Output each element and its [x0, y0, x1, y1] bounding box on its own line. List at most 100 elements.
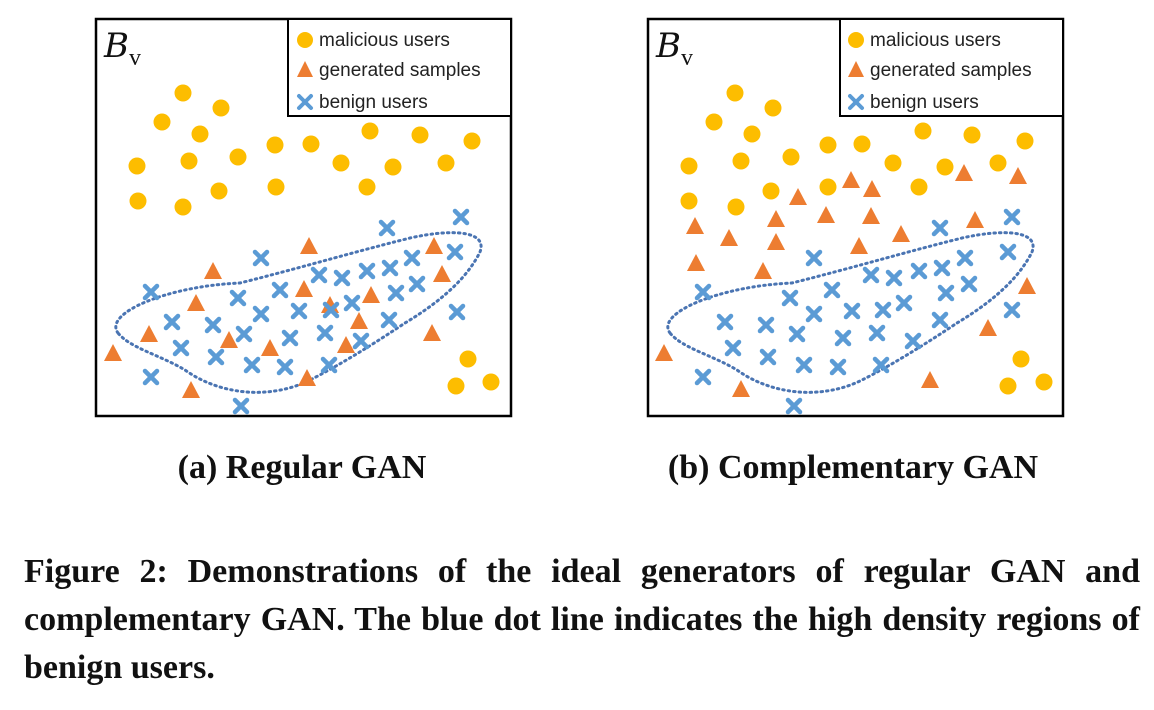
generated-sample-point — [140, 325, 158, 342]
malicious-user-point — [726, 84, 744, 102]
malicious-user-point — [819, 178, 837, 196]
panel-a-legend: malicious users generated samples benign… — [287, 18, 512, 117]
generated-sample-point — [350, 312, 368, 329]
benign-user-point — [403, 249, 421, 267]
malicious-user-point — [1035, 373, 1053, 391]
benign-user-point — [142, 283, 160, 301]
generated-sample-point — [732, 380, 750, 397]
generated-sample-point — [850, 237, 868, 254]
benign-user-point — [895, 294, 913, 312]
generated-sample-point — [789, 188, 807, 205]
benign-user-point — [358, 262, 376, 280]
benign-user-point — [937, 284, 955, 302]
malicious-user-point — [727, 198, 745, 216]
generated-sample-point — [862, 207, 880, 224]
generated-sample-point — [817, 206, 835, 223]
malicious-user-point — [411, 126, 429, 144]
benign-user-point — [694, 283, 712, 301]
legend-generated-label: generated samples — [870, 60, 1032, 81]
malicious-user-point — [764, 99, 782, 117]
benign-user-point — [333, 269, 351, 287]
generated-sample-point — [220, 331, 238, 348]
generated-sample-point — [362, 286, 380, 303]
benign-user-point — [352, 332, 370, 350]
legend-generated-label: generated samples — [319, 60, 481, 81]
legend-malicious-icon — [848, 32, 864, 48]
malicious-user-point — [129, 192, 147, 210]
generated-sample-point — [686, 217, 704, 234]
benign-user-point — [381, 259, 399, 277]
generated-sample-point — [767, 210, 785, 227]
generated-sample-point — [298, 369, 316, 386]
generated-sample-point — [425, 237, 443, 254]
generated-sample-point — [187, 294, 205, 311]
legend-benign-icon — [848, 94, 864, 110]
malicious-user-point — [853, 135, 871, 153]
malicious-user-point — [267, 178, 285, 196]
panel-a-points — [104, 84, 500, 415]
benign-user-point — [781, 289, 799, 307]
benign-user-point — [724, 339, 742, 357]
malicious-user-point — [782, 148, 800, 166]
malicious-user-point — [174, 198, 192, 216]
benign-user-point — [785, 397, 803, 415]
benign-user-point — [868, 324, 886, 342]
benign-user-point — [904, 332, 922, 350]
benign-user-point — [446, 243, 464, 261]
panel-a-caption: (a) Regular GAN — [178, 449, 427, 486]
benign-user-point — [759, 348, 777, 366]
malicious-user-point — [680, 192, 698, 210]
benign-user-point — [933, 259, 951, 277]
benign-user-point — [960, 275, 978, 293]
benign-user-point — [243, 356, 261, 374]
generated-sample-point — [337, 336, 355, 353]
malicious-user-point — [153, 113, 171, 131]
benign-user-point — [387, 284, 405, 302]
benign-user-point — [931, 311, 949, 329]
panel-a: Bv malicious users generated samples ben… — [94, 17, 513, 486]
panel-b-legend: malicious users generated samples benign… — [839, 18, 1064, 117]
benign-user-point — [872, 356, 890, 374]
malicious-user-point — [361, 122, 379, 140]
benign-user-point — [229, 289, 247, 307]
malicious-user-point — [482, 373, 500, 391]
malicious-user-point — [680, 157, 698, 175]
generated-sample-point — [423, 324, 441, 341]
legend-generated-icon — [848, 61, 864, 77]
legend-benign-icon — [297, 94, 313, 110]
benign-user-point — [252, 249, 270, 267]
figure-panels: Bv malicious users generated samples ben… — [94, 17, 1065, 486]
malicious-user-point — [884, 154, 902, 172]
malicious-user-point — [1012, 350, 1030, 368]
generated-sample-point — [261, 339, 279, 356]
malicious-user-point — [212, 99, 230, 117]
benign-user-point — [829, 358, 847, 376]
benign-user-point — [805, 249, 823, 267]
malicious-user-point — [332, 154, 350, 172]
generated-sample-point — [966, 211, 984, 228]
generated-sample-point — [433, 265, 451, 282]
panel-b-points — [655, 84, 1053, 415]
benign-user-point — [843, 302, 861, 320]
malicious-user-point — [128, 157, 146, 175]
benign-user-point — [716, 313, 734, 331]
malicious-user-point — [910, 178, 928, 196]
malicious-user-point — [447, 377, 465, 395]
benign-user-point — [795, 356, 813, 374]
panel-b-legend-box — [839, 18, 1064, 117]
generated-sample-point — [655, 344, 673, 361]
benign-user-point — [204, 316, 222, 334]
benign-user-point — [1003, 301, 1021, 319]
benign-user-point — [281, 329, 299, 347]
benign-user-point — [788, 325, 806, 343]
malicious-user-point — [999, 377, 1017, 395]
malicious-user-point — [459, 350, 477, 368]
generated-sample-point — [979, 319, 997, 336]
legend-benign-label: benign users — [870, 92, 979, 113]
malicious-user-point — [1016, 132, 1034, 150]
malicious-user-point — [914, 122, 932, 140]
panel-a-benign-region-boundary — [114, 231, 483, 394]
benign-user-point — [378, 219, 396, 237]
benign-user-point — [276, 358, 294, 376]
generated-sample-point — [720, 229, 738, 246]
